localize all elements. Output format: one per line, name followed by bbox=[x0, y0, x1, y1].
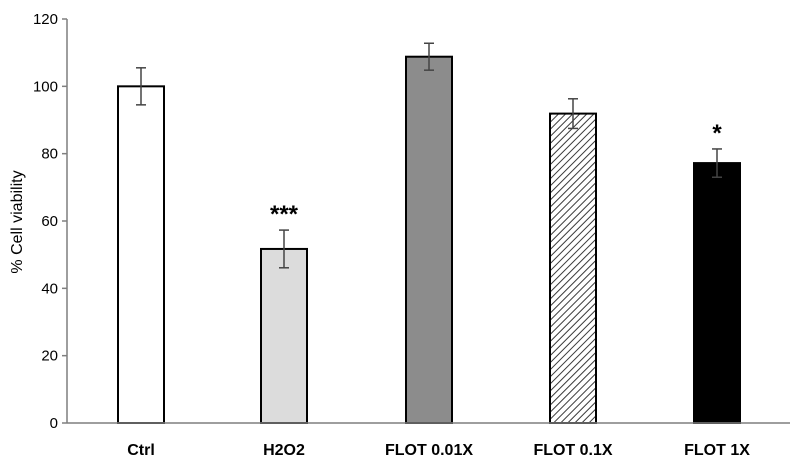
y-axis-ticks: 0 20 40 60 80 100 120 bbox=[33, 11, 67, 432]
y-tick-label: 40 bbox=[41, 280, 58, 297]
x-axis-labels: Ctrl H2O2 FLOT 0.01X FLOT 0.1X FLOT 1X bbox=[127, 442, 750, 459]
bar bbox=[549, 112, 597, 424]
y-tick-label: 20 bbox=[41, 348, 58, 365]
bar bbox=[693, 162, 741, 425]
x-category-label: FLOT 1X bbox=[684, 442, 750, 459]
significance-marker: *** bbox=[270, 201, 299, 228]
x-category-label: FLOT 0.1X bbox=[533, 442, 612, 459]
y-tick-label: 60 bbox=[41, 213, 58, 230]
x-category-label: FLOT 0.01X bbox=[385, 442, 473, 459]
y-tick-label: 80 bbox=[41, 146, 58, 163]
x-category-label: H2O2 bbox=[263, 442, 305, 459]
y-tick-label: 100 bbox=[33, 78, 58, 95]
bars-group: **** bbox=[117, 42, 741, 425]
y-tick-label: 120 bbox=[33, 11, 58, 28]
bar bbox=[117, 85, 165, 424]
x-category-label: Ctrl bbox=[127, 442, 155, 459]
y-tick-label: 0 bbox=[50, 415, 58, 432]
bar bbox=[260, 247, 308, 424]
significance-marker: * bbox=[712, 120, 722, 147]
y-axis-label: % Cell viability bbox=[9, 170, 26, 273]
bar bbox=[405, 55, 453, 424]
